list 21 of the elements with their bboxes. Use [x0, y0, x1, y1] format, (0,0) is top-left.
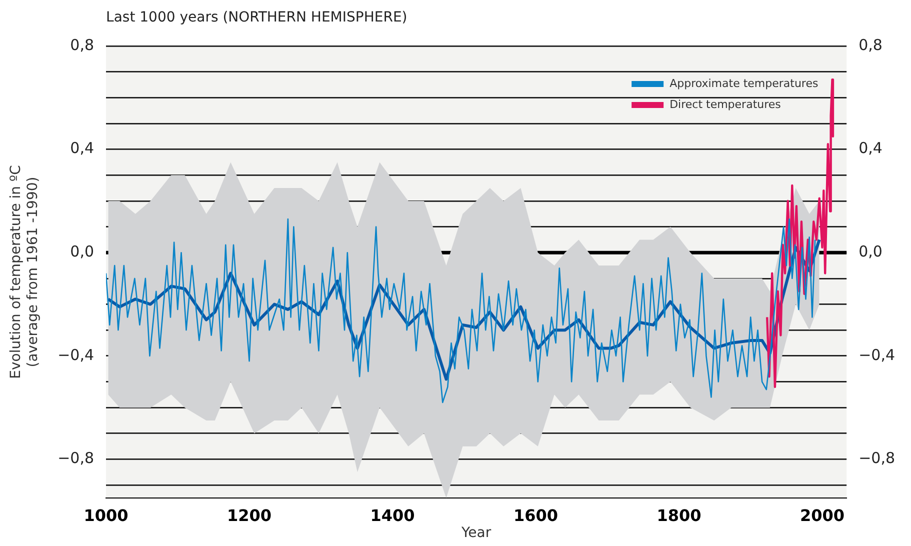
- y-tick-label: 0,8: [70, 36, 94, 54]
- y-tick-label: 0,4: [70, 139, 94, 158]
- x-tick-label: 1400: [370, 506, 415, 525]
- y2-tick-label: −0,8: [858, 449, 896, 468]
- x-tick-label: 1800: [656, 506, 702, 525]
- legend-label: Direct temperatures: [670, 98, 782, 111]
- y2-tick-label: −0,4: [858, 346, 896, 364]
- y-tick-label: 0,0: [70, 242, 94, 261]
- x-axis-title: Year: [460, 525, 492, 542]
- chart-title: Last 1000 years (NORTHERN HEMISPHERE): [106, 10, 408, 26]
- x-tick-label: 1200: [227, 506, 272, 525]
- y2-tick-label: 0,0: [858, 242, 882, 261]
- y2-tick-label: 0,8: [858, 36, 882, 54]
- y-axis-title: Evolution of temperature in ºC (average from 1961 -1990): [8, 164, 41, 379]
- y2-tick-label: 0,4: [858, 139, 882, 158]
- y-tick-label: −0,4: [58, 346, 94, 364]
- x-tick-label: 1000: [84, 506, 128, 525]
- legend-label: Approximate temperatures: [670, 76, 818, 90]
- x-tick-label: 1600: [513, 506, 558, 525]
- x-tick-label: 2000: [800, 506, 844, 525]
- y-tick-label: −0,8: [58, 449, 94, 468]
